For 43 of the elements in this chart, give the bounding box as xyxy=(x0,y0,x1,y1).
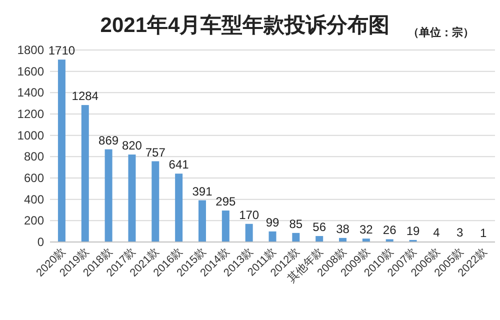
bar xyxy=(245,224,253,242)
chart-subtitle: （单位：宗） xyxy=(408,26,474,39)
bar xyxy=(152,161,160,242)
data-label: 641 xyxy=(168,158,190,172)
chart-title: 2021年4月车型年款投诉分布图 xyxy=(100,13,390,37)
bar xyxy=(175,174,183,242)
y-tick-label: 1400 xyxy=(17,86,44,100)
data-label: 1710 xyxy=(48,44,76,58)
data-label: 820 xyxy=(122,138,142,153)
y-tick-label: 800 xyxy=(24,150,44,164)
y-tick-label: 1200 xyxy=(17,107,44,121)
bar xyxy=(128,154,136,242)
data-label: 85 xyxy=(289,216,303,231)
data-label: 99 xyxy=(266,215,280,230)
bar xyxy=(316,236,324,242)
y-tick-label: 1600 xyxy=(17,64,44,78)
y-tick-label: 200 xyxy=(24,214,44,228)
y-tick-label: 1000 xyxy=(17,128,44,142)
data-label: 4 xyxy=(433,226,440,240)
bar xyxy=(386,239,394,242)
bar xyxy=(198,200,206,242)
data-label: 757 xyxy=(145,145,166,160)
data-label: 170 xyxy=(239,208,260,222)
bar xyxy=(104,149,112,242)
data-label: 869 xyxy=(98,133,119,148)
bar xyxy=(58,60,66,242)
data-label: 3 xyxy=(456,226,464,240)
data-label: 19 xyxy=(406,224,420,238)
data-label: 38 xyxy=(336,222,350,236)
data-label: 1284 xyxy=(72,89,99,104)
data-label: 295 xyxy=(216,194,236,209)
y-tick-label: 0 xyxy=(37,235,44,249)
data-label: 26 xyxy=(382,223,397,238)
bar xyxy=(81,105,89,242)
y-tick-label: 1800 xyxy=(17,43,44,57)
data-label: 56 xyxy=(312,220,326,234)
bar xyxy=(292,232,300,242)
data-label: 32 xyxy=(360,222,374,237)
y-tick-label: 400 xyxy=(24,192,44,206)
y-tick-label: 600 xyxy=(24,171,44,185)
data-label: 1 xyxy=(480,226,487,240)
data-label: 391 xyxy=(192,184,213,198)
bar xyxy=(222,210,230,242)
